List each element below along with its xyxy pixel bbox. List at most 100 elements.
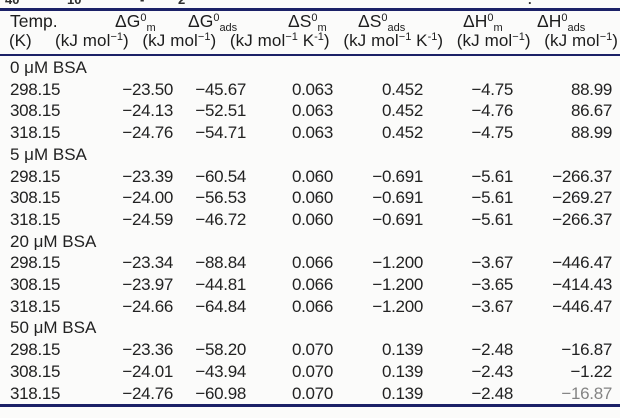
- cell-dG0-ads: −54.71: [195, 123, 246, 143]
- table-header-symbols-row: Temp. ΔG0m ΔG0ads ΔS0m ΔS0ads ΔH0m ΔH0ads: [0, 11, 620, 34]
- cell-dG0-ads: −58.20: [195, 340, 246, 360]
- cell-dS0-ads: −1.200: [372, 275, 423, 295]
- cell-dS0-m: 0.070: [291, 361, 333, 381]
- cell-dS0-ads: 0.139: [381, 383, 423, 403]
- cell-dS0-ads: −1.200: [372, 253, 423, 273]
- cell-dG0-ads: −88.84: [195, 253, 246, 273]
- cell-temp: 318.15: [10, 383, 61, 403]
- column-symbol-dH0-m: ΔH0m: [463, 11, 503, 34]
- cell-dS0-m: 0.063: [291, 101, 333, 121]
- cell-dH0-ads: −446.47: [552, 253, 613, 273]
- column-symbol-dG0-ads: ΔG0ads: [188, 11, 238, 34]
- section-label: 20 μM BSA: [10, 231, 97, 251]
- cell-dH0-m: −2.48: [471, 340, 513, 360]
- cell-dH0-ads: −446.47: [552, 296, 613, 316]
- cell-dS0-ads: −0.691: [372, 209, 423, 229]
- cell-dG0-m: −23.36: [122, 340, 173, 360]
- cell-dH0-ads: 88.99: [571, 79, 613, 99]
- cell-temp: 318.15: [10, 296, 61, 316]
- thermodynamic-parameters-table: 0 μM BSA 298.15 −23.50 −45.67 0.063 0.452 −4.7…: [0, 57, 620, 404]
- cell-temp: 298.15: [10, 253, 61, 273]
- cell-dG0-ads: −46.72: [195, 209, 246, 229]
- column-symbol-dS0-m: ΔS0m: [288, 11, 327, 34]
- cell-dS0-ads: −0.691: [372, 166, 423, 186]
- cell-dS0-m: 0.060: [291, 188, 333, 208]
- cell-dG0-m: −24.76: [122, 383, 173, 403]
- column-unit-dG0-ads: (kJ mol−1): [142, 31, 217, 50]
- table-row: 318.15 −24.66 −64.84 0.066 −1.200 −3.67 −446.4…: [0, 296, 620, 318]
- cell-dG0-m: −23.97: [122, 275, 173, 295]
- cell-dG0-m: −24.13: [122, 101, 173, 121]
- cell-dH0-m: −5.61: [471, 209, 513, 229]
- cell-dG0-m: −24.59: [122, 209, 173, 229]
- table-bottom-rule: [0, 404, 620, 407]
- cell-dS0-ads: 0.452: [381, 79, 423, 99]
- cell-dH0-m: −4.76: [471, 101, 513, 121]
- table-row: 308.15 −24.01 −43.94 0.070 0.139 −2.43 −1.22: [0, 361, 620, 383]
- cell-dG0-m: −23.34: [122, 253, 173, 273]
- units-line: (kJ mol−1) (kJ mol−1) (kJ mol−1 K-1) (kJ mo…: [55, 31, 618, 51]
- cell-dS0-m: 0.070: [291, 383, 333, 403]
- cell-dG0-ads: −52.51: [195, 101, 246, 121]
- column-unit-dH0-ads: (kJ mol−1): [544, 31, 618, 50]
- cell-dH0-m: −2.48: [471, 383, 513, 403]
- cell-dG0-ads: −43.94: [195, 361, 246, 381]
- cell-temp: 318.15: [10, 123, 61, 143]
- cell-temp: 308.15: [10, 188, 61, 208]
- cell-dS0-m: 0.063: [291, 123, 333, 143]
- cell-dG0-ads: −45.67: [195, 79, 246, 99]
- cell-dH0-m: −4.75: [471, 79, 513, 99]
- table-row: 318.15 −24.76 −60.98 0.070 0.139 −2.48 −16.87: [0, 383, 620, 405]
- cell-dH0-ads: −269.27: [552, 188, 613, 208]
- column-unit-dH0-m: (kJ mol−1): [456, 31, 531, 50]
- column-symbol-dG0-m: ΔG0m: [115, 11, 156, 34]
- cell-dH0-m: −5.61: [471, 188, 513, 208]
- cell-dS0-m: 0.066: [291, 275, 333, 295]
- cell-dH0-m: −5.61: [471, 166, 513, 186]
- cropped-previous-line-remnant: 40 10 - 2.: [0, 0, 620, 8]
- cell-dG0-ads: −64.84: [195, 296, 246, 316]
- section-header-row: 20 μM BSA: [0, 231, 620, 253]
- cell-dG0-ads: −60.54: [195, 166, 246, 186]
- cell-dH0-ads: −414.43: [552, 275, 613, 295]
- cell-dG0-m: −23.50: [122, 79, 173, 99]
- table-row: 308.15 −24.00 −56.53 0.060 −0.691 −5.61 −269.2…: [0, 187, 620, 209]
- cell-dH0-ads: 88.99: [571, 123, 613, 143]
- remnant-glyph: 10: [67, 0, 81, 7]
- cell-dS0-m: 0.066: [291, 253, 333, 273]
- cell-dG0-ads: −44.81: [195, 275, 246, 295]
- cell-dG0-m: −24.00: [122, 188, 173, 208]
- cell-temp: 298.15: [10, 79, 61, 99]
- cell-dH0-m: −2.43: [471, 361, 513, 381]
- cell-dH0-ads: −266.37: [552, 166, 613, 186]
- remnant-glyph: 2: [178, 0, 185, 7]
- table-row: 308.15 −23.97 −44.81 0.066 −1.200 −3.65 −414.4…: [0, 274, 620, 296]
- remnant-glyph: 40: [5, 0, 19, 7]
- cell-temp: 298.15: [10, 340, 61, 360]
- cell-dH0-ads: −1.22: [570, 361, 613, 381]
- table-row: 318.15 −24.76 −54.71 0.063 0.452 −4.75 88.99: [0, 122, 620, 144]
- table-header-units-row: (K) (kJ mol−1) (kJ mol−1) (kJ mol−1 K-1) (k…: [0, 31, 620, 53]
- cell-dG0-ads: −56.53: [195, 188, 246, 208]
- cell-dS0-m: 0.063: [291, 79, 333, 99]
- remnant-glyph: .: [528, 0, 532, 7]
- table-header-rule: [0, 54, 620, 57]
- column-unit-dS0-ads: (kJ mol−1 K-1): [343, 31, 444, 50]
- table-row: 298.15 −23.36 −58.20 0.070 0.139 −2.48 −16.87: [0, 339, 620, 361]
- cell-dS0-ads: 0.139: [381, 361, 423, 381]
- cell-dS0-ads: −0.691: [372, 188, 423, 208]
- cell-dG0-m: −24.76: [122, 123, 173, 143]
- cell-dH0-m: −3.67: [471, 296, 513, 316]
- cell-dH0-m: −3.67: [471, 253, 513, 273]
- cell-dS0-m: 0.060: [291, 166, 333, 186]
- cell-dH0-ads: 86.67: [571, 101, 613, 121]
- section-label: 50 μM BSA: [10, 318, 97, 338]
- cell-dS0-m: 0.070: [291, 340, 333, 360]
- cell-dS0-ads: 0.139: [381, 340, 423, 360]
- table-row: 318.15 −24.59 −46.72 0.060 −0.691 −5.61 −266.3…: [0, 209, 620, 231]
- cell-dG0-ads: −60.98: [195, 383, 246, 403]
- cell-temp: 298.15: [10, 166, 61, 186]
- table-row: 298.15 −23.34 −88.84 0.066 −1.200 −3.67 −446.4…: [0, 252, 620, 274]
- cell-temp: 308.15: [10, 101, 61, 121]
- cell-dH0-m: −4.75: [471, 123, 513, 143]
